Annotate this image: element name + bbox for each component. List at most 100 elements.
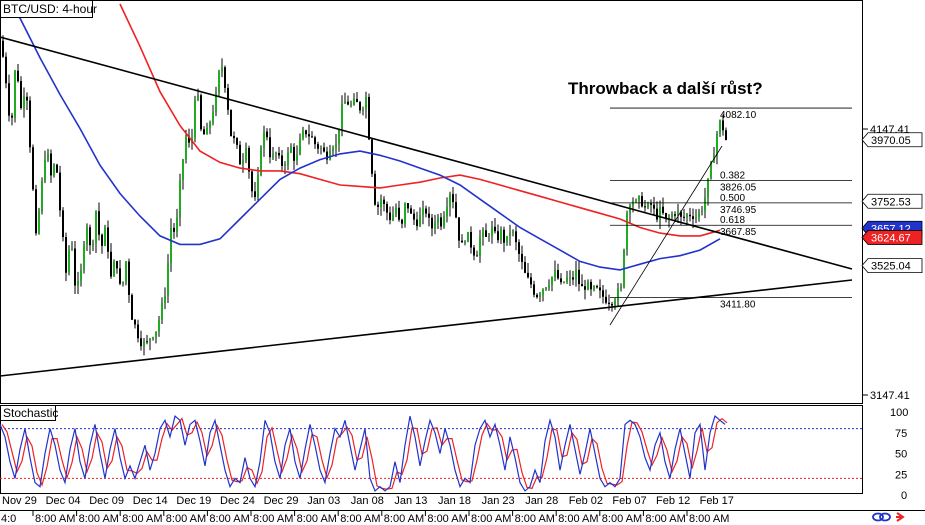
candle xyxy=(224,65,226,93)
candle xyxy=(14,69,16,123)
candle xyxy=(245,142,247,164)
x-date-label: Feb 07 xyxy=(612,495,646,507)
x-date-label: Dec 29 xyxy=(264,495,299,507)
candle xyxy=(344,92,346,104)
candle xyxy=(239,140,241,165)
candle xyxy=(653,196,655,216)
fib-ratio-label: 0.382 xyxy=(720,170,745,181)
candle xyxy=(431,213,433,237)
candle xyxy=(443,211,445,229)
x-date-label: Jan 28 xyxy=(525,495,558,507)
lower-trendline xyxy=(0,279,853,377)
candle xyxy=(434,214,436,235)
candle xyxy=(365,91,367,119)
candle xyxy=(338,128,340,152)
stochastic-title: Stochastic xyxy=(3,406,58,420)
candle xyxy=(149,338,151,351)
candle xyxy=(422,200,424,225)
candle xyxy=(236,137,238,149)
candle xyxy=(209,120,211,135)
x-time-label: 8:00 AM xyxy=(602,513,642,525)
candle xyxy=(251,169,253,198)
candle xyxy=(425,205,427,218)
candle xyxy=(599,279,601,299)
x-date-label: Jan 03 xyxy=(307,495,340,507)
arrow-right-icon[interactable] xyxy=(896,512,905,522)
candle xyxy=(173,223,175,239)
x-time-label: 8:00 AM xyxy=(645,513,685,525)
candle xyxy=(59,165,61,217)
y-tick-label-lower: 3147.41 xyxy=(870,390,910,402)
candle xyxy=(455,193,457,219)
candle xyxy=(113,259,115,277)
candle xyxy=(41,177,43,215)
fibonacci-swing-line xyxy=(609,145,723,326)
candle xyxy=(125,260,127,286)
candle xyxy=(449,191,451,217)
candle xyxy=(38,207,40,235)
candle xyxy=(233,131,235,144)
stochastic-k-line xyxy=(0,415,726,492)
fib-price-label: 3746.95 xyxy=(720,205,757,216)
candle xyxy=(314,135,316,149)
candle xyxy=(296,145,298,166)
candle xyxy=(203,126,205,135)
candle xyxy=(107,220,109,259)
price-tag-label: 3970.05 xyxy=(871,135,911,147)
x-date-label: Jan 13 xyxy=(394,495,427,507)
candle xyxy=(620,283,622,292)
candle xyxy=(242,153,244,173)
candle xyxy=(362,106,364,116)
x-date-label: Feb 17 xyxy=(700,495,734,507)
candle xyxy=(74,240,76,294)
candle xyxy=(494,217,496,234)
candle xyxy=(518,239,520,262)
candle xyxy=(215,86,217,117)
x-date-label: Dec 24 xyxy=(220,495,255,507)
candle xyxy=(269,128,271,164)
link-icon[interactable] xyxy=(872,512,891,522)
candle xyxy=(179,173,181,227)
candle xyxy=(542,288,544,302)
candle xyxy=(137,319,139,343)
x-time-label: 8:00 AM xyxy=(253,513,293,525)
candle xyxy=(527,263,529,279)
candle xyxy=(617,283,619,306)
candle xyxy=(470,226,472,254)
candle xyxy=(698,208,700,222)
candle xyxy=(302,126,304,141)
candle xyxy=(110,243,112,279)
candle xyxy=(299,133,301,156)
candle xyxy=(413,209,415,226)
candle xyxy=(32,144,34,191)
candle xyxy=(614,297,616,310)
candle xyxy=(419,207,421,227)
x-time-label: 8:00 AM xyxy=(558,513,598,525)
candle xyxy=(560,273,562,285)
candle xyxy=(533,280,535,298)
candle xyxy=(131,293,133,320)
candle xyxy=(593,285,595,292)
fib-ratio-label: 0.500 xyxy=(720,193,745,204)
candle xyxy=(287,147,289,171)
candle xyxy=(521,245,523,270)
candle xyxy=(584,279,586,300)
candle xyxy=(368,93,370,141)
candle xyxy=(335,133,337,158)
red-moving-average-line xyxy=(119,3,721,237)
candle xyxy=(512,229,514,237)
candle xyxy=(467,231,469,243)
candle xyxy=(587,279,589,291)
candle xyxy=(398,200,400,222)
candle xyxy=(167,254,169,303)
candle xyxy=(563,281,565,284)
candle xyxy=(473,245,475,261)
candle xyxy=(80,263,82,287)
candle xyxy=(503,226,505,252)
candle xyxy=(305,129,307,138)
candle xyxy=(320,145,322,155)
stochastic-title-box xyxy=(0,405,56,421)
candle xyxy=(92,239,94,251)
